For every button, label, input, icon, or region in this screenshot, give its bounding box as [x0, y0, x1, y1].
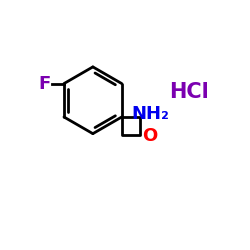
Text: O: O — [142, 127, 158, 145]
Text: NH₂: NH₂ — [132, 106, 170, 124]
Text: HCl: HCl — [170, 82, 209, 102]
Text: F: F — [38, 74, 50, 92]
